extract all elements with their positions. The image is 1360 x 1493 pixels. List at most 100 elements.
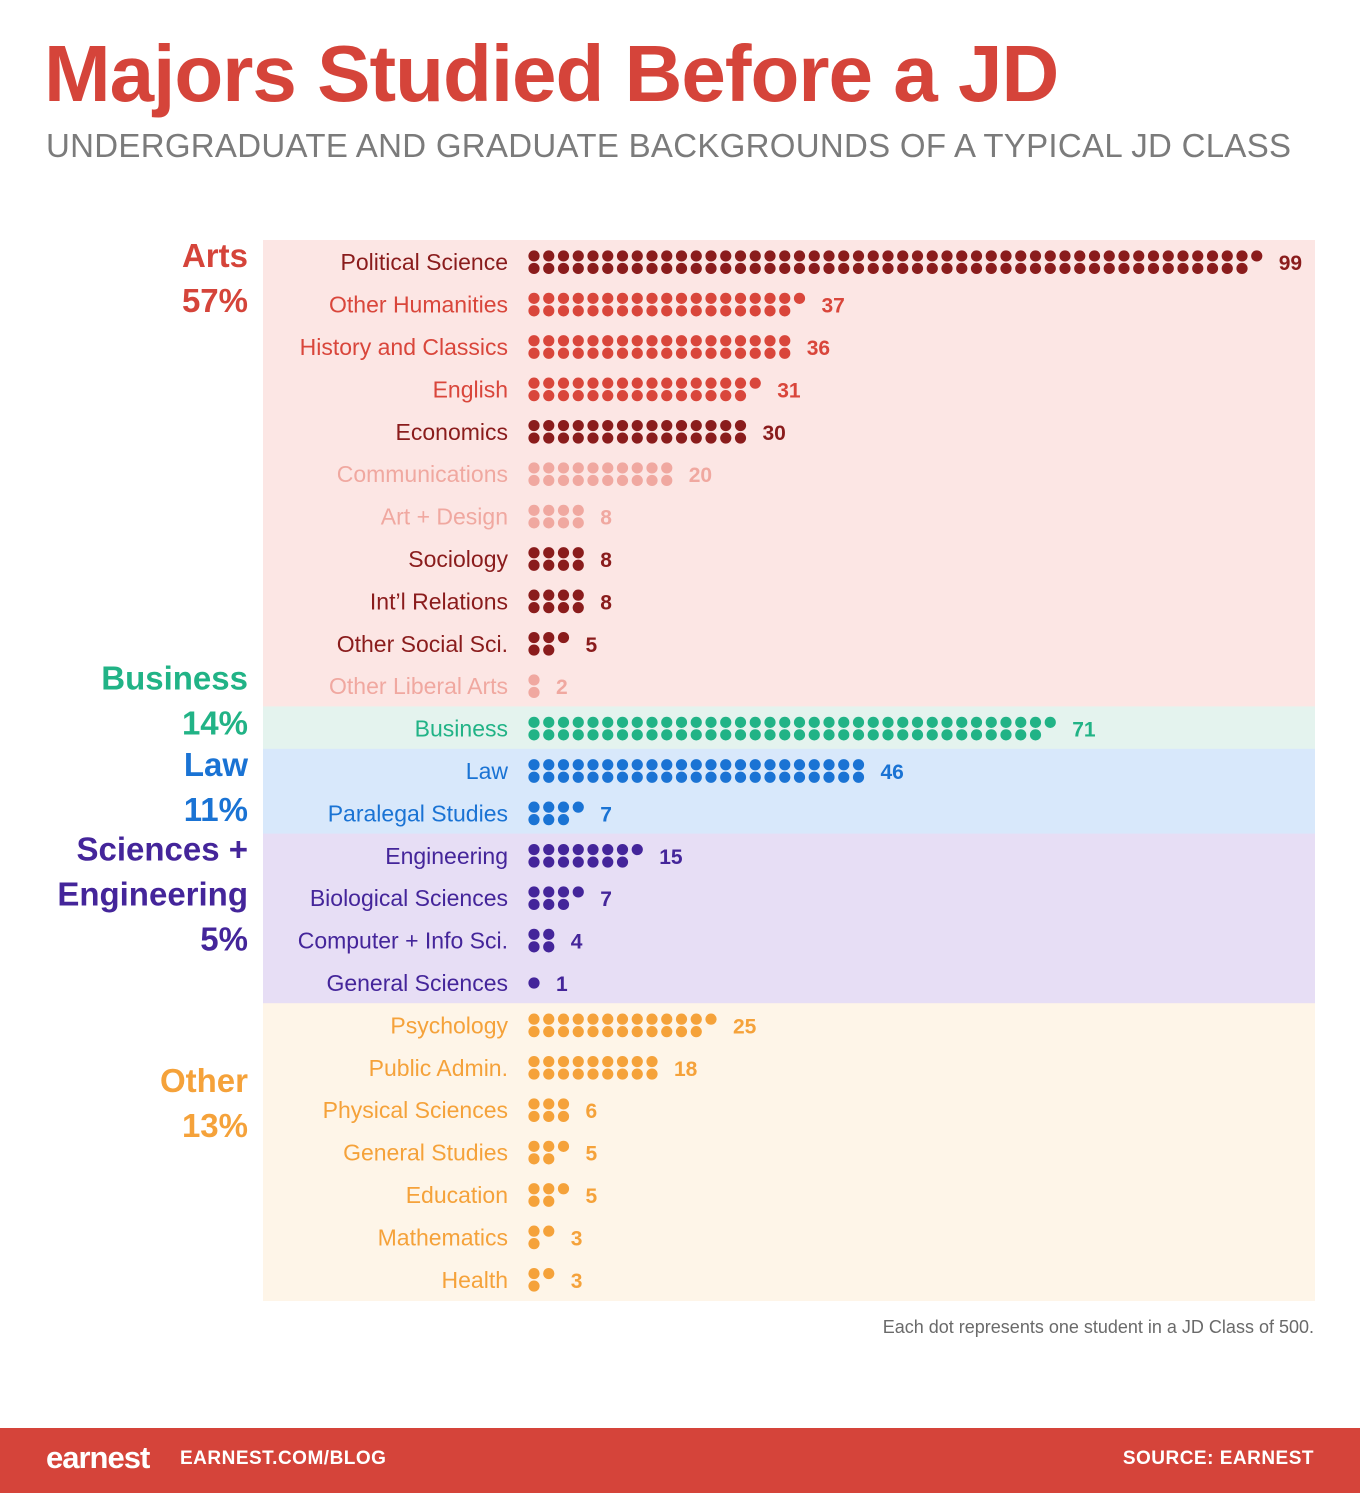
dot: [675, 250, 688, 262]
dot: [675, 390, 688, 402]
dot: [764, 716, 776, 728]
dot: [1177, 250, 1189, 262]
dot: [720, 292, 732, 304]
page-title: Majors Studied Before a JD: [44, 29, 1059, 118]
dot: [823, 771, 835, 783]
major-count-engineering: 15: [659, 846, 683, 869]
category-pct-other: 13%: [182, 1107, 248, 1144]
dot: [557, 390, 570, 402]
dot: [1177, 262, 1189, 275]
dot: [720, 335, 732, 347]
dot: [631, 262, 643, 275]
dot: [543, 292, 555, 304]
dot: [661, 1013, 673, 1025]
dot: [882, 729, 894, 741]
dot: [543, 559, 555, 571]
dot: [970, 262, 983, 275]
dot: [528, 631, 540, 644]
dot: [646, 729, 658, 741]
dot: [557, 1098, 570, 1110]
dot: [779, 347, 791, 359]
dot: [675, 729, 688, 741]
dot: [838, 759, 850, 771]
dot: [690, 250, 702, 262]
dot: [793, 262, 806, 275]
dot: [793, 292, 806, 304]
dot: [749, 335, 761, 347]
dot: [572, 517, 584, 529]
dot: [543, 377, 555, 389]
dot: [941, 729, 953, 741]
blog-link[interactable]: EARNEST.COM/BLOG: [180, 1448, 387, 1469]
dot: [690, 419, 702, 432]
dot: [867, 716, 879, 728]
dot: [572, 474, 584, 487]
dot: [1192, 262, 1204, 275]
dot: [897, 729, 909, 741]
dot: [734, 390, 747, 402]
earnest-logo[interactable]: earnest: [46, 1440, 150, 1475]
dot: [528, 1267, 540, 1280]
dot: [675, 292, 688, 304]
major-label-paralegal-studies: Paralegal Studies: [328, 800, 508, 826]
dot: [602, 771, 614, 783]
dot: [749, 716, 761, 728]
dot: [734, 250, 747, 262]
dot: [616, 474, 629, 487]
dot: [587, 250, 599, 262]
major-count-education: 5: [586, 1185, 598, 1208]
dot: [602, 1026, 614, 1038]
footer-bar: earnest EARNEST.COM/BLOG SOURCE: EARNEST: [0, 1428, 1360, 1493]
dot: [764, 292, 776, 304]
dot: [528, 250, 540, 262]
dot: [557, 898, 570, 911]
major-label-communications: Communications: [337, 461, 508, 487]
dot: [646, 474, 658, 487]
dot: [557, 419, 570, 432]
dot: [838, 771, 850, 783]
dot: [823, 262, 835, 275]
dot: [779, 716, 791, 728]
dot: [528, 305, 540, 317]
dot: [616, 1026, 629, 1038]
dot: [616, 771, 629, 783]
dot: [646, 462, 658, 474]
dot: [911, 250, 924, 262]
dot: [631, 1026, 643, 1038]
dot: [631, 419, 643, 432]
dot: [705, 432, 717, 444]
dot: [661, 729, 673, 741]
dot: [661, 1026, 673, 1038]
major-label-general-sciences: General Sciences: [326, 970, 508, 996]
dot: [557, 602, 570, 614]
dot: [572, 856, 584, 868]
dot: [572, 759, 584, 771]
dot: [779, 292, 791, 304]
dot: [675, 771, 688, 783]
dot: [557, 716, 570, 728]
dot: [734, 729, 747, 741]
dot: [1147, 262, 1160, 275]
dot: [528, 335, 540, 347]
dot: [631, 347, 643, 359]
dot: [616, 335, 629, 347]
dot: [572, 843, 584, 856]
dot: [1015, 716, 1027, 728]
dot: [602, 843, 614, 856]
dot: [602, 292, 614, 304]
major-label-computer-info-sci: Computer + Info Sci.: [298, 928, 508, 954]
dot: [1088, 262, 1101, 275]
dot: [543, 644, 555, 656]
dot: [557, 292, 570, 304]
major-count-economics: 30: [763, 422, 786, 445]
major-label-physical-sciences: Physical Sciences: [323, 1097, 508, 1123]
dot: [705, 292, 717, 304]
dot: [734, 716, 747, 728]
category-label-business: Business: [101, 659, 248, 696]
dot: [823, 729, 835, 741]
dot: [749, 729, 761, 741]
dot: [543, 898, 555, 911]
dot: [528, 589, 540, 601]
dot: [705, 419, 717, 432]
dot: [572, 602, 584, 614]
